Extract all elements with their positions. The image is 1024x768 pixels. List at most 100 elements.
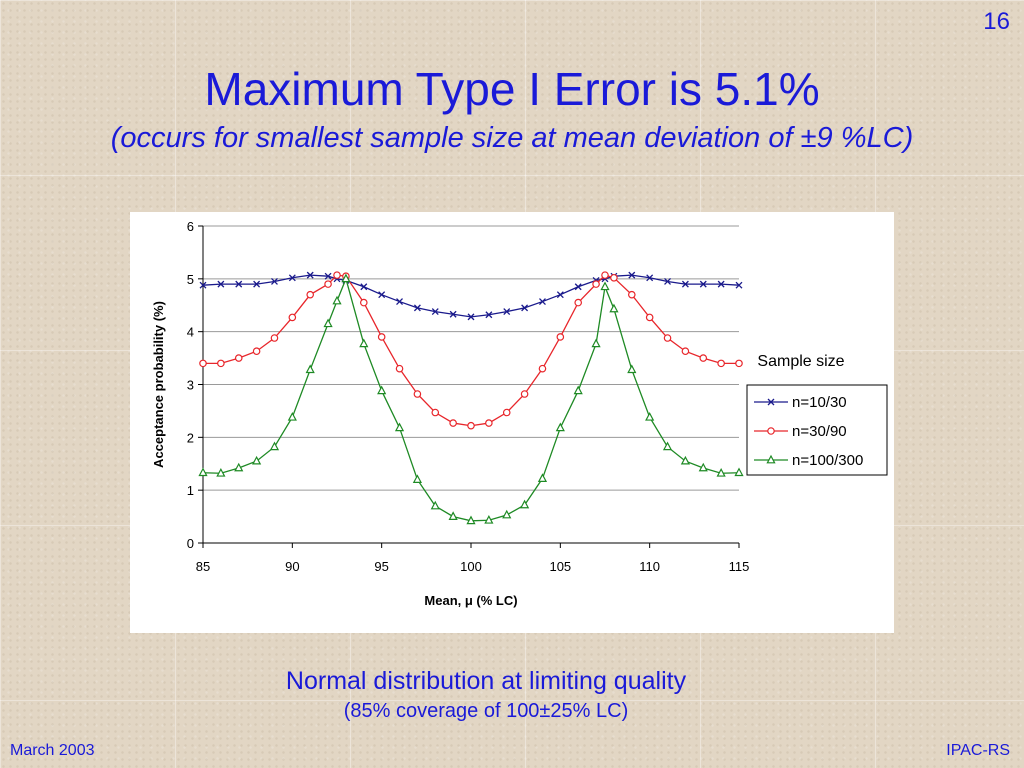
series-2-point-24	[600, 281, 610, 291]
footer-date: March 2003	[10, 742, 95, 759]
series-0-point-2	[235, 280, 243, 288]
series-0-point-12	[396, 298, 403, 306]
series-2-point-20	[537, 473, 548, 482]
series-2-point-26	[627, 364, 637, 374]
series-0-point-19	[521, 304, 529, 312]
series-1-point-8	[333, 271, 341, 279]
y-axis-title: Acceptance probability (%)	[151, 301, 166, 468]
series-1-point-21	[556, 333, 565, 341]
series-2-point-16	[466, 515, 476, 525]
x-tick-label-6: 115	[729, 559, 750, 574]
series-0-point-30	[699, 280, 707, 288]
series-1-point-11	[377, 333, 386, 341]
series-1-point-15	[449, 419, 457, 427]
legend-swatch-marker-1	[767, 427, 775, 435]
series-1-point-20	[538, 364, 547, 373]
series-2-point-10	[359, 338, 369, 348]
series-2-point-22	[573, 385, 583, 395]
series-1-point-26	[627, 290, 636, 299]
x-tick-label-5: 110	[639, 559, 660, 574]
series-1-point-27	[645, 313, 654, 322]
series-2-point-2	[234, 462, 244, 472]
series-1-point-6	[306, 290, 315, 299]
series-0-point-3	[253, 280, 261, 288]
series-2-point-8	[332, 295, 342, 305]
series-1-point-14	[431, 408, 440, 417]
x-tick-label-2: 95	[374, 559, 388, 574]
series-0-point-32	[735, 281, 743, 289]
series-2-point-30	[698, 462, 708, 472]
y-tick-label-2: 2	[187, 430, 194, 445]
series-0-point-29	[681, 280, 689, 288]
series-0-point-14	[431, 308, 439, 316]
series-0-point-31	[717, 280, 725, 288]
series-0-point-15	[449, 310, 457, 318]
series-1-point-25	[610, 273, 618, 282]
series-0-point-28	[664, 278, 671, 285]
legend-label-1: n=30/90	[792, 423, 847, 440]
series-1-point-0	[199, 359, 207, 368]
series-0-point-22	[574, 283, 582, 291]
series-2-point-25	[609, 303, 619, 313]
series-2-point-19	[520, 499, 530, 509]
slide-subtitle: (occurs for smallest sample size at mean…	[110, 122, 914, 154]
x-tick-label-0: 85	[196, 559, 210, 574]
y-tick-label-6: 6	[187, 219, 194, 234]
series-2-point-18	[502, 509, 512, 519]
series-0-point-13	[413, 304, 421, 312]
series-0-point-20	[539, 298, 546, 306]
series-0-point-26	[628, 271, 636, 279]
series-0-point-5	[288, 274, 296, 282]
series-2-point-23	[591, 338, 601, 348]
series-2-point-17	[484, 514, 494, 524]
series-1-point-2	[234, 354, 243, 362]
series-1-point-16	[467, 421, 475, 430]
series-1-point-4	[270, 334, 279, 342]
y-tick-label-5: 5	[187, 272, 194, 287]
series-1-point-18	[502, 408, 511, 417]
series-0-point-4	[271, 278, 278, 285]
chart-caption: Normal distribution at limiting quality	[285, 667, 687, 695]
x-axis-title: Mean, μ (% LC)	[424, 593, 517, 608]
footer-organization: IPAC-RS	[946, 742, 1010, 759]
series-0-point-16	[467, 313, 475, 321]
series-2-point-29	[680, 455, 690, 465]
series-line-0	[202, 274, 740, 318]
series-1-point-31	[717, 359, 725, 368]
series-2-point-1	[216, 467, 226, 477]
series-1-point-10	[360, 298, 368, 307]
x-tick-label-3: 100	[460, 559, 482, 574]
series-2-point-6	[305, 364, 315, 374]
series-1-point-19	[520, 390, 529, 398]
series-1-point-3	[252, 347, 261, 356]
series-0-point-21	[556, 291, 564, 299]
series-2-point-9	[341, 273, 351, 283]
series-1-point-32	[735, 359, 743, 368]
legend-label-2: n=100/300	[792, 452, 863, 469]
series-2-point-13	[412, 474, 422, 483]
series-0-point-7	[324, 272, 332, 280]
series-1-point-23	[592, 280, 600, 288]
slide-title: Maximum Type I Error is 5.1%	[204, 63, 820, 115]
chart-caption-detail: (85% coverage of 100±25% LC)	[343, 700, 629, 722]
series-2-point-5	[287, 411, 297, 421]
series-line-2	[202, 276, 740, 522]
series-1-point-24	[601, 271, 609, 279]
series-1-point-13	[413, 390, 422, 398]
series-0-point-0	[199, 281, 207, 289]
chart-panel: 0 1 2 3 4 5 6 85 90 95 100 105 110 115 Mean, μ (% LC) A…	[130, 212, 894, 633]
series-2-point-4	[269, 441, 280, 451]
series-2-point-31	[716, 467, 726, 477]
series-2-point-0	[198, 467, 208, 477]
series-2-point-27	[645, 411, 655, 421]
legend-label-0: n=10/30	[792, 394, 847, 411]
series-1-point-28	[663, 334, 672, 342]
series-2-point-15	[448, 511, 458, 520]
series-2-point-3	[252, 455, 262, 465]
series-2-point-11	[377, 385, 387, 395]
y-tick-label-1: 1	[187, 483, 194, 498]
slide-number: 16	[983, 8, 1010, 35]
series-2-point-21	[555, 422, 565, 432]
series-2-point-14	[430, 500, 440, 510]
series-2-point-28	[662, 441, 673, 451]
